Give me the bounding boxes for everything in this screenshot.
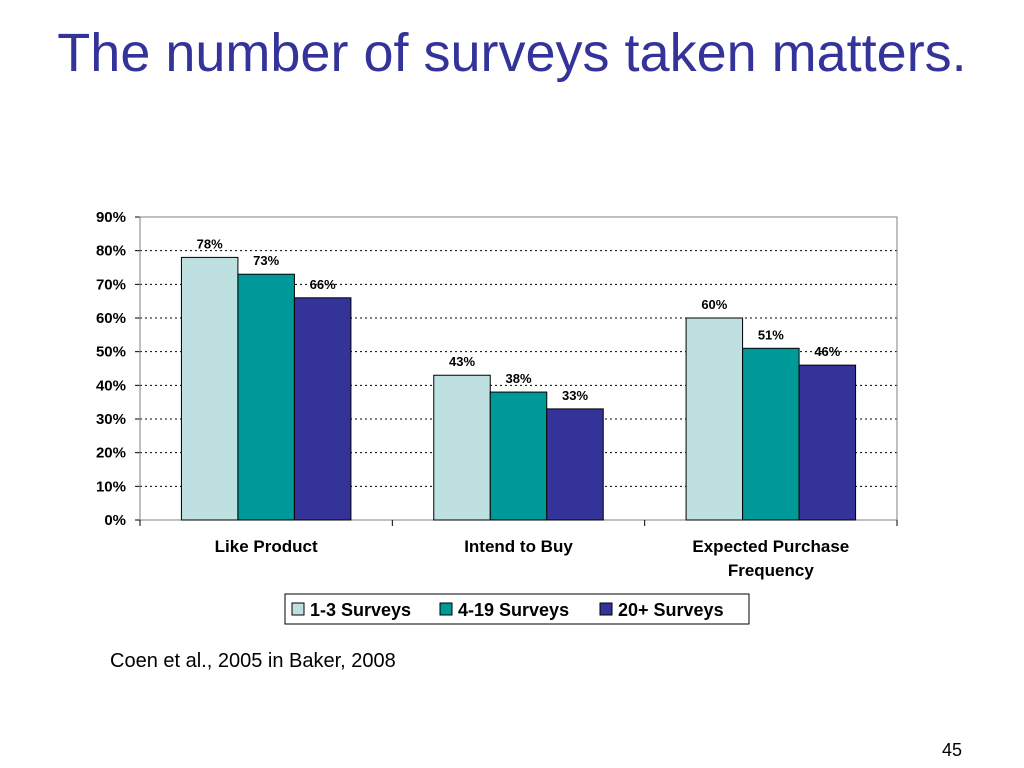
bar <box>742 347 800 521</box>
y-tick-label: 90% <box>96 209 126 226</box>
data-label: 60% <box>701 297 727 312</box>
y-tick-label: 30% <box>96 411 126 428</box>
y-tick-label: 80% <box>96 243 126 260</box>
legend-swatch <box>291 602 305 616</box>
bar <box>489 391 548 521</box>
legend-label: 4-19 Surveys <box>458 600 569 620</box>
bar-chart: 0% 10% 20% 30% 40% 50% 60% 70% 80% 90% 78% 73% 66% 43… <box>96 209 898 625</box>
data-label: 51% <box>758 327 784 342</box>
data-label: 78% <box>197 236 223 251</box>
slide-title: The number of surveys taken matters. <box>57 23 967 83</box>
data-label: 73% <box>253 253 279 268</box>
y-tick-label: 50% <box>96 344 126 361</box>
bar <box>293 297 352 521</box>
bar <box>546 408 604 521</box>
y-tick-label: 10% <box>96 478 126 495</box>
y-tick-label: 70% <box>96 276 126 293</box>
legend-swatch <box>599 602 613 616</box>
page-number: 45 <box>941 740 962 760</box>
legend <box>284 593 750 625</box>
bar <box>798 364 857 521</box>
legend-label: 20+ Surveys <box>618 600 724 620</box>
x-category-label: Like Product <box>215 537 318 556</box>
y-tick-label: 40% <box>96 377 126 394</box>
x-category-label: Intend to Buy <box>464 537 573 556</box>
data-label: 66% <box>310 277 336 292</box>
y-tick-label: 20% <box>96 445 126 462</box>
bar <box>433 374 491 521</box>
bar <box>180 256 239 521</box>
data-label: 46% <box>814 344 840 359</box>
bar <box>237 273 295 521</box>
y-tick-label: 60% <box>96 310 126 327</box>
y-tick-label: 0% <box>104 512 126 529</box>
legend-label: 1-3 Surveys <box>310 600 411 620</box>
legend-swatch <box>439 602 453 616</box>
x-category-label: Expected Purchase Frequency <box>692 537 849 580</box>
source-citation: Coen et al., 2005 in Baker, 2008 <box>110 650 396 672</box>
data-label: 38% <box>505 371 531 386</box>
bar <box>685 317 744 521</box>
data-label: 43% <box>449 354 475 369</box>
data-label: 33% <box>562 388 588 403</box>
